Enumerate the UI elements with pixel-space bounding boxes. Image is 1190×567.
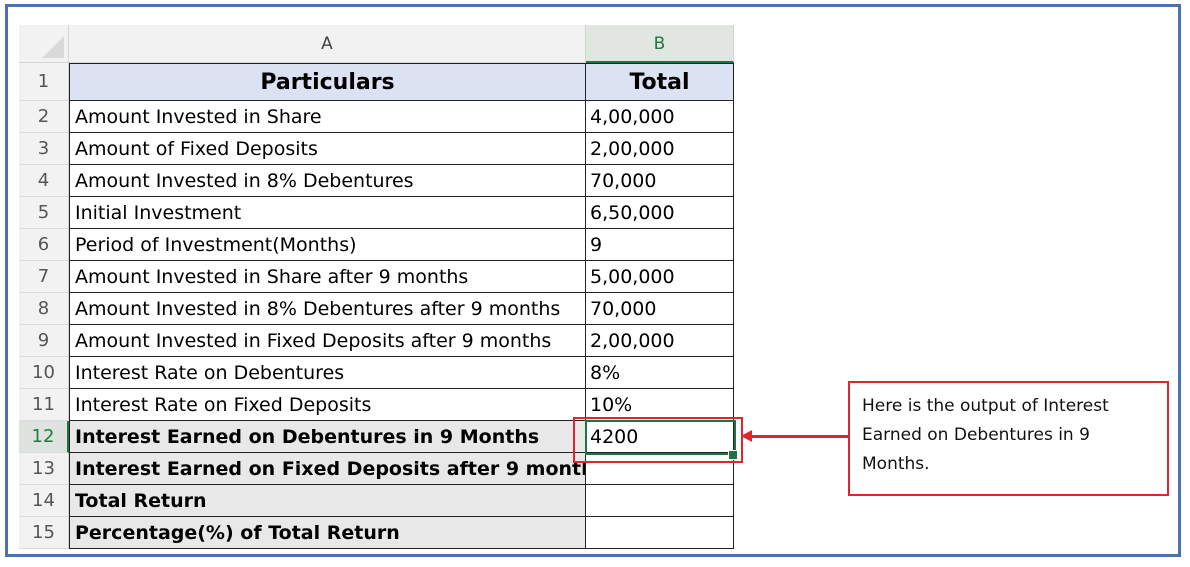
cell-label[interactable]: Interest Earned on Fixed Deposits after … (69, 453, 586, 485)
callout-line-1: Here is the output of Interest (862, 396, 1109, 416)
select-all-corner[interactable] (19, 25, 69, 63)
cell-value[interactable] (586, 517, 734, 549)
row-number[interactable]: 6 (19, 229, 69, 261)
cell-value[interactable] (586, 485, 734, 517)
cell-value[interactable]: 2,00,000 (586, 133, 734, 165)
cell-label[interactable]: Amount of Fixed Deposits (69, 133, 586, 165)
cell-b1-total[interactable]: Total (586, 63, 734, 101)
cell-label[interactable]: Initial Investment (69, 197, 586, 229)
cell-value[interactable]: 4,00,000 (586, 101, 734, 133)
cell-label[interactable]: Amount Invested in Share after 9 months (69, 261, 586, 293)
row-number[interactable]: 11 (19, 389, 69, 421)
cell-label[interactable]: Interest Rate on Fixed Deposits (69, 389, 586, 421)
cell-label[interactable]: Period of Investment(Months) (69, 229, 586, 261)
row-number[interactable]: 3 (19, 133, 69, 165)
row-number[interactable]: 7 (19, 261, 69, 293)
row-number[interactable]: 8 (19, 293, 69, 325)
row-number[interactable]: 13 (19, 453, 69, 485)
cell-label[interactable]: Total Return (69, 485, 586, 517)
cell-value[interactable]: 9 (586, 229, 734, 261)
cell-value-active[interactable]: 4200 (586, 421, 734, 453)
row-number[interactable]: 5 (19, 197, 69, 229)
row-number[interactable]: 4 (19, 165, 69, 197)
column-header-b[interactable]: B (586, 25, 734, 63)
cell-value[interactable]: 6,50,000 (586, 197, 734, 229)
callout-note: Here is the output of Interest Earned on… (848, 381, 1169, 496)
cell-value[interactable]: 8% (586, 357, 734, 389)
highlight-box (573, 417, 743, 463)
callout-line-3: Months. (862, 454, 930, 474)
cell-value[interactable] (586, 453, 734, 485)
cell-label[interactable]: Amount Invested in Fixed Deposits after … (69, 325, 586, 357)
cell-label[interactable]: Amount Invested in Share (69, 101, 586, 133)
row-number[interactable]: 9 (19, 325, 69, 357)
cell-value[interactable]: 5,00,000 (586, 261, 734, 293)
arrow-left-icon (741, 430, 752, 442)
cell-label[interactable]: Amount Invested in 8% Debentures (69, 165, 586, 197)
cell-a1-particulars[interactable]: Particulars (69, 63, 586, 101)
row-number[interactable]: 10 (19, 357, 69, 389)
callout-arrow-line (751, 435, 849, 438)
cell-label[interactable]: Interest Earned on Debentures in 9 Month… (69, 421, 586, 453)
fill-handle[interactable] (728, 450, 738, 460)
cell-value[interactable]: 2,00,000 (586, 325, 734, 357)
cell-label[interactable]: Amount Invested in 8% Debentures after 9… (69, 293, 586, 325)
cell-label[interactable]: Percentage(%) of Total Return (69, 517, 586, 549)
cell-value[interactable]: 70,000 (586, 165, 734, 197)
column-header-a[interactable]: A (69, 25, 586, 63)
cell-value[interactable]: 70,000 (586, 293, 734, 325)
row-number[interactable]: 14 (19, 485, 69, 517)
row-number-selected[interactable]: 12 (19, 421, 69, 453)
row-number-1[interactable]: 1 (19, 63, 69, 101)
row-number[interactable]: 2 (19, 101, 69, 133)
cell-label[interactable]: Interest Rate on Debentures (69, 357, 586, 389)
screenshot-frame: A B 1 Particulars Total 2 Amount Investe… (5, 4, 1181, 557)
callout-line-2: Earned on Debentures in 9 (862, 425, 1090, 445)
row-number[interactable]: 15 (19, 517, 69, 549)
